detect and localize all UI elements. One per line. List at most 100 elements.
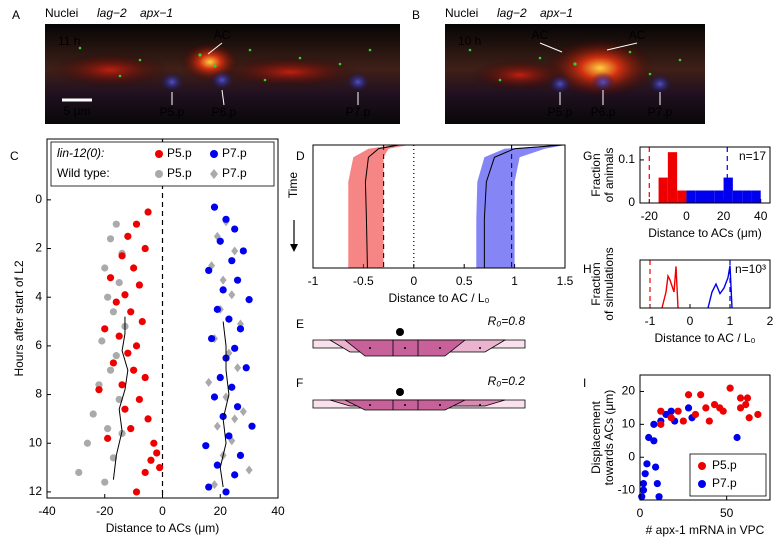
data-point (216, 373, 224, 382)
y-tick-label: 0 (35, 192, 42, 206)
data-point (121, 291, 129, 299)
data-point (705, 417, 713, 425)
bar (686, 190, 696, 203)
data-point (655, 493, 663, 501)
panel-letter: I (583, 376, 586, 390)
legend-symbol (155, 170, 163, 178)
x-tick-label: -0.5 (353, 274, 374, 288)
panel-letter: B (412, 8, 420, 22)
trend-line (219, 321, 230, 488)
data-point (205, 377, 213, 387)
y-axis-label: Time (286, 172, 300, 199)
bar (677, 190, 687, 203)
legend-label: P7.p (222, 166, 247, 180)
data-point (213, 305, 221, 313)
data-point (236, 451, 245, 460)
annotation: n=17 (739, 149, 766, 163)
data-point (132, 342, 141, 350)
data-point (75, 468, 83, 477)
data-point (743, 394, 752, 402)
data-point (156, 463, 164, 472)
mean-trajectory (483, 144, 564, 268)
x-axis-label: # apx-1 mRNA in VPC (646, 523, 765, 537)
data-point (104, 434, 112, 442)
cell-label: AC (214, 28, 231, 42)
data-point (112, 298, 120, 306)
cell-label: P7.p (346, 105, 371, 119)
data-point (657, 407, 665, 415)
x-tick-label: 0 (637, 506, 644, 520)
data-point (130, 366, 138, 374)
data-point (150, 439, 158, 447)
data-point (650, 437, 658, 445)
x-tick-label: -40 (38, 504, 56, 518)
panel-letter: E (296, 317, 304, 331)
data-point (245, 296, 253, 304)
data-point (742, 401, 750, 409)
data-point (653, 479, 661, 488)
x-axis-label: Distance to AC / L₀ (388, 291, 489, 305)
legend-label: P5.p (167, 166, 192, 180)
cell-label: P6.p (591, 105, 616, 119)
x-tick-label: 1 (727, 314, 734, 328)
data-point (207, 334, 216, 343)
label-pointer (606, 42, 638, 51)
data-point (216, 237, 224, 245)
data-point (210, 393, 219, 401)
y-tick-label: 20 (622, 384, 636, 398)
data-point (132, 488, 141, 496)
legend-symbol (210, 169, 218, 179)
x-tick-label: -1 (645, 314, 656, 328)
data-point (667, 407, 675, 415)
y-tick-label: 0 (628, 449, 635, 463)
data-point (89, 410, 97, 418)
x-tick-label: 1.5 (557, 274, 574, 288)
data-point (222, 488, 230, 496)
anchor-cell (396, 328, 404, 336)
data-point (736, 404, 745, 412)
data-point (231, 344, 239, 352)
trajectory-band (476, 145, 565, 268)
data-point (736, 394, 745, 402)
y-tick-label: -10 (618, 482, 636, 496)
data-point (147, 456, 155, 464)
cell-label: AC (532, 28, 549, 42)
data-point (228, 290, 236, 300)
cell-label: P5.p (160, 105, 185, 119)
x-tick-label: -1 (308, 274, 319, 288)
data-point (144, 208, 152, 216)
panel-letter: C (10, 149, 19, 163)
channel-label: apx−1 (140, 6, 173, 20)
x-axis-label: Distance to AC / L₀ (654, 331, 755, 345)
data-point (639, 479, 648, 488)
x-tick-label: 1 (511, 274, 518, 288)
data-point (101, 325, 109, 333)
data-point (652, 463, 660, 471)
data-point (124, 349, 132, 357)
y-tick-label: 10 (622, 417, 636, 431)
data-point (231, 246, 239, 256)
data-point (638, 493, 646, 501)
plot-frame (312, 144, 566, 269)
legend-symbol (698, 480, 706, 488)
data-point (228, 257, 236, 265)
nucleus (404, 404, 406, 406)
data-point (124, 232, 132, 240)
channel-label: Nuclei (445, 6, 478, 20)
data-point (213, 421, 221, 431)
y-tick-label: 12 (29, 484, 43, 498)
legend-box (50, 141, 275, 187)
label-pointer (207, 42, 223, 55)
data-point (643, 460, 651, 468)
y-tick-label: 6 (35, 338, 42, 352)
nucleus (369, 404, 371, 406)
bar (742, 190, 752, 203)
data-point (135, 281, 143, 289)
x-tick-label: 20 (717, 209, 731, 223)
trend-line (112, 316, 129, 480)
label-pointer (221, 89, 225, 106)
data-point (210, 480, 218, 490)
y-tick-label: 10 (29, 435, 43, 449)
